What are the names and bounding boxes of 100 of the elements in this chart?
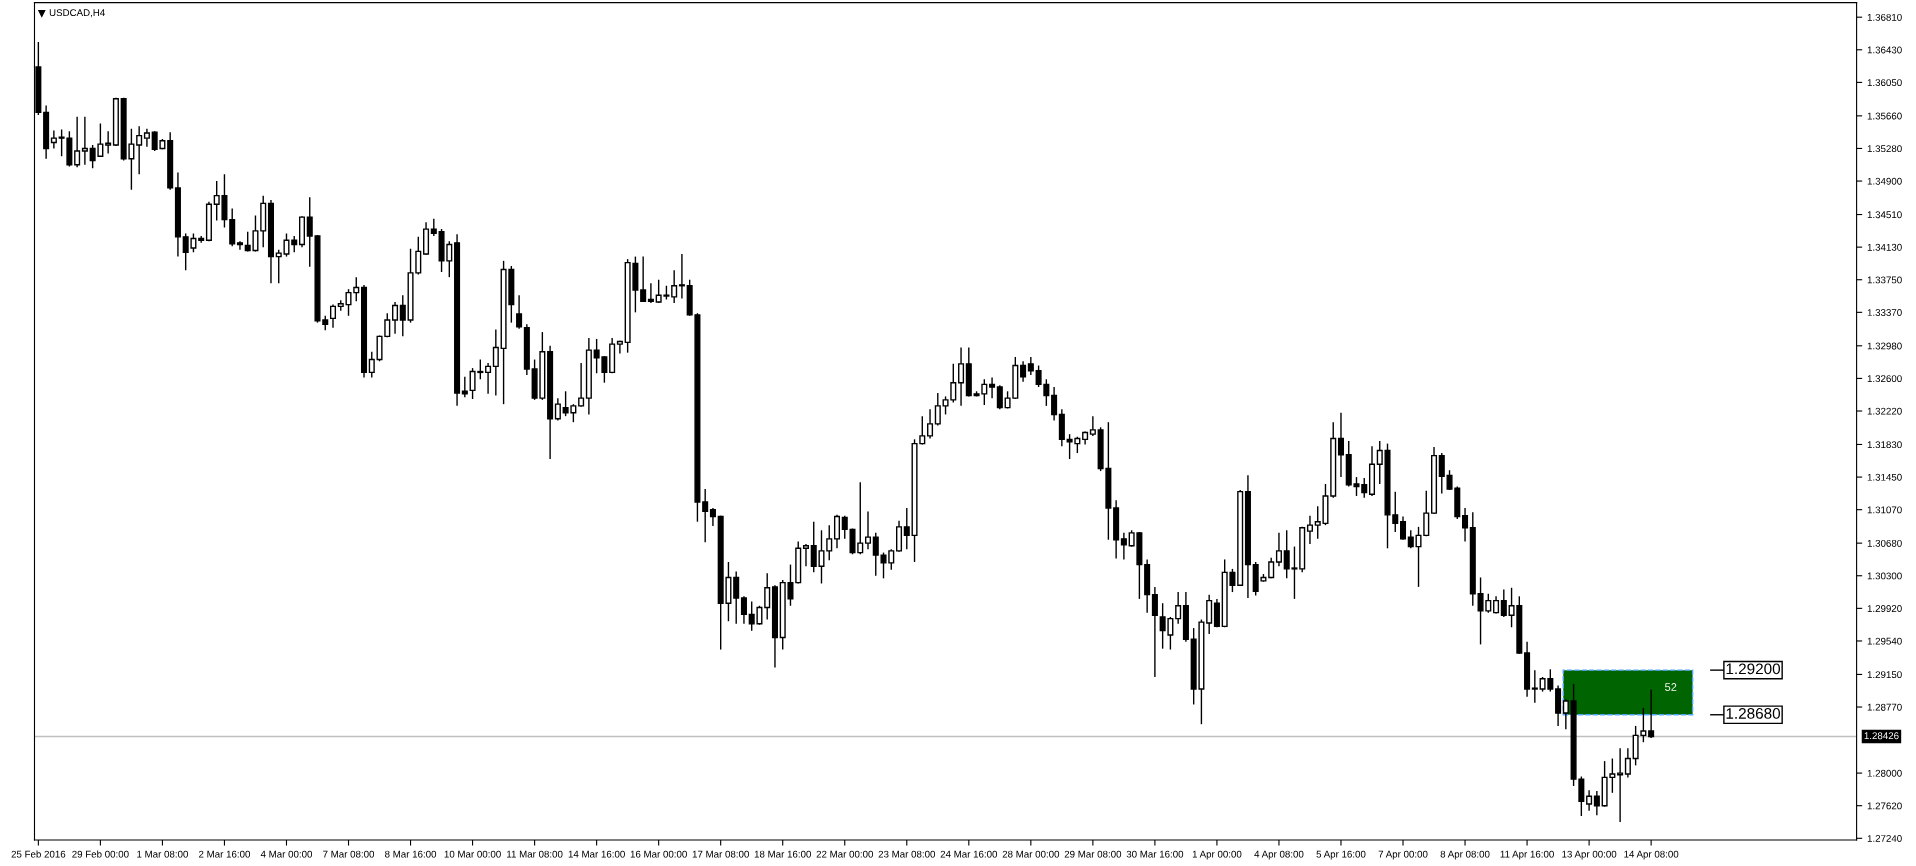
- annotation: 1.29200: [1726, 663, 1781, 675]
- x-tick-label: 14 Mar 16:00: [568, 850, 625, 858]
- candlestick: [1306, 514, 1313, 545]
- x-tick-label: 22 Mar 00:00: [816, 850, 874, 858]
- y-tick-label: 1.33370: [1867, 309, 1902, 316]
- candlestick: [516, 294, 523, 330]
- x-tick-label: 13 Apr 00:00: [1562, 850, 1617, 860]
- candlestick: [1051, 386, 1058, 422]
- band-label: 52: [1665, 683, 1677, 691]
- candlestick: [554, 397, 561, 422]
- candlestick: [927, 408, 934, 440]
- x-tick-label: 1 Mar 08:00: [137, 850, 188, 858]
- candlestick: [702, 488, 709, 543]
- candlestick: [578, 362, 585, 408]
- x-tick-label: 8 Apr 08:00: [1440, 850, 1490, 860]
- y-tick-label: 1.29540: [1867, 637, 1902, 645]
- candlestick: [1617, 747, 1624, 823]
- y-tick-label: 1.27620: [1867, 802, 1902, 810]
- y-tick-label: 1.36810: [1867, 13, 1902, 21]
- candlestick: [1020, 360, 1027, 383]
- x-tick-label: 11 Mar 08:00: [507, 850, 563, 858]
- candlestick: [733, 570, 740, 625]
- y-tick-label: 1.32220: [1867, 407, 1902, 415]
- candlestick: [485, 362, 492, 395]
- y-tick-label: 1.34510: [1867, 211, 1902, 219]
- text: USDCAD,H4: [49, 9, 105, 18]
- y-tick-label: 1.29150: [1867, 671, 1902, 679]
- x-tick-label: 28 Mar 00:00: [1002, 850, 1060, 858]
- candlestick: [1500, 588, 1507, 618]
- x-tick-label: 5 Apr 16:00: [1316, 850, 1366, 860]
- candlestick: [105, 130, 112, 155]
- x-tick-label: 18 Mar 16:00: [754, 850, 811, 858]
- candlestick: [678, 253, 685, 300]
- candlestick: [1151, 586, 1158, 678]
- x-tick-label: 30 Mar 16:00: [1126, 850, 1184, 858]
- candlestick: [671, 269, 678, 304]
- candlestick: [1407, 529, 1414, 549]
- y-tick-label: 1.30680: [1867, 539, 1902, 547]
- candlestick: [1624, 747, 1631, 779]
- candlestick: [1531, 669, 1538, 704]
- candlestick: [1089, 415, 1096, 437]
- candlestick: [136, 125, 143, 175]
- candlestick: [1175, 591, 1182, 625]
- y-tick-label: 1.36050: [1867, 79, 1902, 87]
- candlestick: [934, 392, 941, 427]
- candlestick: [647, 282, 654, 304]
- y-tick-label: 1.32980: [1867, 342, 1902, 350]
- x-tick-label: 23 Mar 08:00: [878, 850, 936, 858]
- y-tick-label: 1.31070: [1867, 506, 1902, 514]
- annotation: 1.28680: [1726, 708, 1781, 719]
- candlestick: [1438, 452, 1445, 495]
- x-tick-label: 14 Apr 08:00: [1624, 850, 1679, 860]
- candlestick: [50, 129, 57, 150]
- x-tick-label: 16 Mar 00:00: [630, 850, 687, 858]
- y-tick-label: 1.34130: [1867, 243, 1902, 251]
- x-tick-label: 4 Mar 00:00: [260, 850, 313, 858]
- ref-line-label: 1.28426: [1864, 732, 1899, 740]
- candlestick: [764, 572, 771, 621]
- y-tick-label: 1.29920: [1867, 605, 1902, 612]
- x-tick-label: 29 Feb 00:00: [72, 850, 129, 858]
- candlestick: [461, 375, 468, 398]
- x-tick-label: 17 Mar 08:00: [692, 850, 749, 858]
- candlestick: [492, 328, 499, 397]
- candlestick: [368, 351, 375, 379]
- candlestick: [958, 346, 965, 407]
- y-tick-label: 1.33750: [1867, 276, 1902, 284]
- x-tick-label: 29 Mar 08:00: [1064, 850, 1122, 858]
- y-tick-label: 1.35280: [1867, 145, 1902, 153]
- candlestick: [996, 384, 1003, 410]
- y-tick-label: 1.31450: [1867, 473, 1902, 481]
- y-tick-label: 1.32600: [1867, 375, 1902, 383]
- candlestick: [802, 543, 810, 568]
- candlestick: [236, 240, 243, 251]
- x-tick-label: 1 Apr 00:00: [1192, 850, 1242, 860]
- x-tick-label: 8 Mar 16:00: [385, 850, 437, 858]
- y-tick-label: 1.28000: [1867, 769, 1902, 777]
- x-tick-label: 4 Apr 08:00: [1254, 850, 1304, 860]
- x-tick-label: 2 Mar 16:00: [199, 850, 251, 858]
- x-tick-label: 7 Mar 08:00: [323, 850, 375, 858]
- x-tick-label: 7 Apr 00:00: [1378, 850, 1428, 860]
- candlestick: [1120, 532, 1127, 561]
- candlestick: [1593, 790, 1600, 816]
- candlestick: [740, 595, 747, 625]
- candlestick: [1648, 689, 1655, 739]
- candlestick: [833, 514, 841, 549]
- candlestick: [81, 116, 88, 166]
- candlestick: [1586, 789, 1593, 812]
- candlestick: [864, 510, 872, 550]
- candlestick: [1206, 593, 1213, 635]
- candlestick: [1337, 412, 1345, 478]
- y-tick-label: 1.28770: [1867, 703, 1902, 711]
- candlestick: [989, 376, 996, 399]
- y-tick-label: 1.35660: [1867, 112, 1902, 120]
- x-tick-label: 25 Feb 2016: [11, 850, 66, 858]
- candlestick: [640, 255, 647, 303]
- candlestick: [392, 301, 399, 335]
- candlestick: [399, 294, 406, 338]
- candlestick: [903, 507, 910, 550]
- candlestick: [709, 507, 716, 527]
- candlestick: [1275, 532, 1282, 568]
